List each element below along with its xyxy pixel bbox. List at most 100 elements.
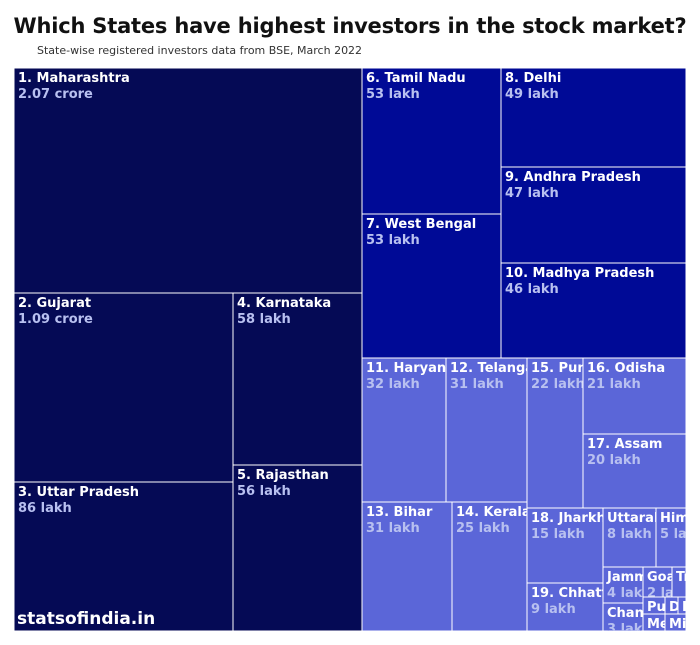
- tile-value: 58 lakh: [237, 312, 291, 327]
- tile-rect: [500, 262, 687, 359]
- tile-value: 31 lakh: [366, 521, 420, 536]
- tile-rank-21: Himachal Pradesh5 lakh: [655, 507, 700, 568]
- tile-rect: [602, 507, 657, 568]
- tile-rect: [526, 582, 604, 632]
- tile-name: 7. West Bengal: [366, 217, 476, 232]
- tile-name: 5. Rajasthan: [237, 468, 329, 483]
- tile-value: 5 lakh: [660, 527, 700, 542]
- tile-value: 56 lakh: [237, 484, 291, 499]
- tile-value: 86 lakh: [18, 501, 72, 516]
- tile-name: Dadra & Nagar Haveli: [669, 600, 700, 615]
- tile-name: 3. Uttar Pradesh: [18, 485, 139, 500]
- brand-watermark: statsofindia.in: [17, 609, 156, 629]
- tile-value: 1.09 crore: [18, 312, 93, 327]
- tile-name: 12. Telangana: [450, 361, 552, 376]
- tile-value: 49 lakh: [505, 87, 559, 102]
- tile-value: 46 lakh: [505, 282, 559, 297]
- chart-title: Which States have highest investors in t…: [13, 14, 687, 38]
- tile-rect: [602, 602, 644, 632]
- tile-rect: [582, 433, 687, 509]
- tile-rect: [361, 213, 502, 359]
- tile-rect: [664, 613, 687, 632]
- tile-rect: [526, 357, 584, 509]
- tile-name: 4. Karnataka: [237, 296, 331, 311]
- tile-value: 15 lakh: [531, 527, 585, 542]
- tile-value: 53 lakh: [366, 233, 420, 248]
- tile-name: Jammu & Kashmir: [606, 570, 700, 585]
- tile-name: Chandigarh: [607, 606, 691, 621]
- tile-value: 31 lakh: [450, 377, 504, 392]
- tile-rect: [655, 507, 687, 568]
- chart-subtitle: State-wise registered investors data fro…: [37, 44, 363, 57]
- tile-name: 10. Madhya Pradesh: [505, 266, 654, 281]
- tile-value: 53 lakh: [366, 87, 420, 102]
- tile-rect: [451, 501, 528, 632]
- tile-value: 4 lakh: [607, 586, 652, 601]
- tile-value: 32 lakh: [366, 377, 420, 392]
- tile-rank-24: Tripura: [671, 566, 700, 598]
- tile-rect: [500, 67, 687, 168]
- tile-rect: [361, 67, 502, 215]
- tile-rect: [13, 481, 234, 632]
- tile-name: Meghalaya: [647, 617, 700, 632]
- tile-name: Manipur: [682, 600, 700, 615]
- tile-name: 15. Punjab: [531, 361, 609, 376]
- tile-rect: [582, 357, 687, 435]
- tile-rect: [13, 67, 363, 294]
- tile-value: 2.07 crore: [18, 87, 93, 102]
- tile-value: 3 lakh: [607, 622, 652, 637]
- tile-name: 11. Haryana: [366, 361, 455, 376]
- tile-name: 18. Jharkhand: [531, 511, 633, 526]
- tile-rect: [361, 501, 453, 632]
- tile-value: 9 lakh: [531, 602, 576, 617]
- tile-name: Himachal Pradesh: [660, 511, 700, 526]
- tile-rank-30: Mizoram: [664, 613, 700, 632]
- tile-value: 2 lakh: [647, 586, 692, 601]
- tile-value: 22 lakh: [531, 377, 585, 392]
- tile-name: Uttarakhand: [607, 511, 699, 526]
- tile-name: 19. Chhattisgarh: [531, 586, 654, 601]
- tile-value: 20 lakh: [587, 453, 641, 468]
- tile-name: Mizoram: [669, 617, 700, 632]
- tile-name: 6. Tamil Nadu: [366, 71, 466, 86]
- tile-name: Tripura: [676, 570, 700, 585]
- tile-rect: [361, 357, 447, 503]
- tile-name: 1. Maharashtra: [18, 71, 130, 86]
- tile-name: 13. Bihar: [366, 505, 433, 520]
- tile-rank-29: Meghalaya: [642, 613, 700, 632]
- tile-value: 25 lakh: [456, 521, 510, 536]
- tile-rank-25: Chandigarh3 lakh: [602, 602, 691, 637]
- tile-name: Puducherry: [647, 600, 700, 615]
- tile-name: 8. Delhi: [505, 71, 561, 86]
- tile-name: 9. Andhra Pradesh: [505, 170, 641, 185]
- tile-name: 2. Gujarat: [18, 296, 91, 311]
- tile-value: 47 lakh: [505, 186, 559, 201]
- tile-value: 21 lakh: [587, 377, 641, 392]
- tile-name: 16. Odisha: [587, 361, 665, 376]
- tile-rect: [445, 357, 528, 503]
- tile-rank-28: Manipur: [677, 596, 700, 615]
- tile-name: Goa: [647, 570, 675, 585]
